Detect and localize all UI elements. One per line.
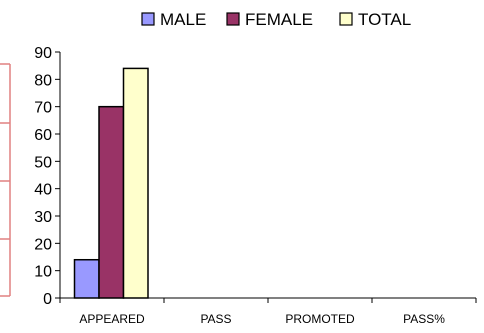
y-tick-label: 20: [34, 236, 52, 253]
y-tick-label: 60: [34, 127, 52, 144]
y-tick-label: 40: [34, 182, 52, 199]
y-axis: 0 10 20 30 40 50 60 70 80 90: [34, 45, 61, 308]
y-tick-label: 50: [34, 154, 52, 171]
legend-swatch-male: [141, 12, 155, 26]
x-axis: APPEARED PASS PROMOTED PASS%: [59, 297, 477, 326]
legend: MALE FEMALE TOTAL: [141, 10, 411, 29]
bar-total-appeared: [122, 67, 149, 299]
y-tick-label: 80: [34, 72, 52, 89]
legend-swatch-female: [226, 12, 240, 26]
x-tick-label: PASS: [200, 312, 231, 326]
left-frame-remnant: [0, 63, 11, 297]
y-tick-label: 10: [34, 264, 52, 281]
x-tick-label: PROMOTED: [285, 312, 355, 326]
y-tick-label: 30: [34, 209, 52, 226]
x-tick-label: PASS%: [403, 312, 445, 326]
legend-label-total: TOTAL: [358, 10, 411, 29]
bar-female-appeared: [98, 105, 125, 299]
legend-swatch-total: [339, 12, 353, 26]
y-tick-label: 0: [43, 291, 52, 308]
x-tick-label: APPEARED: [79, 312, 145, 326]
bars: [73, 67, 149, 299]
legend-label-male: MALE: [160, 10, 206, 29]
y-tick-label: 70: [34, 100, 52, 117]
bar-male-appeared: [73, 258, 100, 299]
y-tick-label: 90: [34, 45, 52, 62]
legend-label-female: FEMALE: [245, 10, 313, 29]
